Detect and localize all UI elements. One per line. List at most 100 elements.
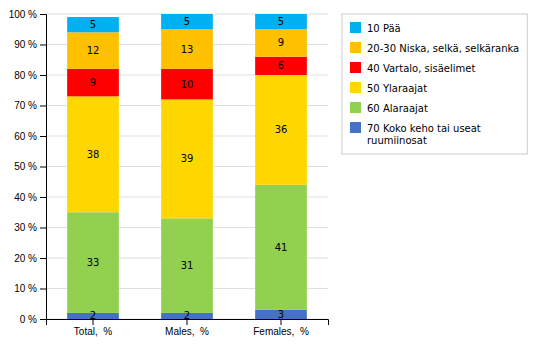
- legend-swatch: [350, 62, 361, 73]
- series: [67, 14, 307, 32]
- plot: 2233331413839369106121395550 %10 %20 %30…: [9, 9, 329, 337]
- tick-label: 0 %: [20, 314, 37, 325]
- bar: [255, 14, 307, 29]
- bar: [67, 96, 119, 212]
- bar: [67, 17, 119, 32]
- data-label: 10: [181, 79, 194, 90]
- bars: [67, 14, 307, 319]
- legend-label: 70 Koko keho tai useatruumiinosat: [367, 122, 481, 145]
- tick-label: 30 %: [14, 222, 37, 233]
- data-label: 6: [278, 60, 284, 71]
- legend: 10 Pää 20-30 Niska, selkä, selkäranka 40 V…: [342, 14, 527, 154]
- tick: 0 %: [20, 314, 46, 325]
- legend-swatch: [350, 102, 361, 113]
- bar: [255, 29, 307, 56]
- tick-label: 10 %: [14, 283, 37, 294]
- legend-label: 10 Pää: [367, 22, 401, 33]
- legend-item: 10 Pää: [350, 22, 401, 33]
- bar: [161, 218, 213, 313]
- tick-mark: [40, 228, 46, 229]
- data-label: 5: [90, 19, 96, 30]
- tick-label: Males, %: [165, 326, 209, 337]
- x-axis: Total, % Males, % Females, %: [47, 319, 329, 337]
- legend-item: 40 Vartalo, sisäelimet: [350, 62, 475, 73]
- bar: [161, 14, 213, 29]
- tick: 90 %: [14, 39, 46, 50]
- tick-mark: [93, 319, 94, 325]
- bar: [161, 69, 213, 100]
- y-axis: 0 % 10 % 20 % 30 % 40 % 50 % 60 % 70 % 80 % 90 % 1…: [9, 9, 47, 325]
- legend-label: 60 Alaraajat: [367, 102, 428, 113]
- bar: [161, 29, 213, 69]
- tick-mark: [40, 289, 46, 290]
- tick: 50 %: [14, 161, 46, 172]
- legend-swatch: [350, 122, 361, 133]
- tick-mark: [40, 75, 46, 76]
- tick-mark: [281, 319, 282, 325]
- legend-frame: [342, 14, 527, 154]
- legend-swatch: [350, 82, 361, 93]
- bar: [255, 57, 307, 75]
- legend-label: 20-30 Niska, selkä, selkäranka: [367, 42, 519, 53]
- data-labels: 223333141383936910612139555: [87, 16, 288, 321]
- tick: Total, %: [74, 319, 112, 337]
- data-label: 31: [181, 260, 194, 271]
- tick-label: 50 %: [14, 161, 37, 172]
- legend-label: 50 Ylaraajat: [367, 82, 427, 93]
- tick-label: 20 %: [14, 253, 37, 264]
- tick: 20 %: [14, 253, 46, 264]
- tick-mark: [40, 167, 46, 168]
- legend-swatch: [350, 22, 361, 33]
- bar: [255, 310, 307, 319]
- tick-mark: [40, 136, 46, 137]
- data-label: 9: [90, 77, 96, 88]
- axis-line: [40, 15, 47, 320]
- bar: [255, 185, 307, 310]
- tick-label: 100 %: [9, 9, 37, 20]
- grid: [46, 14, 328, 319]
- tick-label: Total, %: [74, 326, 112, 337]
- data-label: 9: [278, 37, 284, 48]
- legend-item: 20-30 Niska, selkä, selkäranka: [350, 42, 519, 53]
- legend-swatch: [350, 42, 361, 53]
- tick-mark: [40, 197, 46, 198]
- tick-mark: [40, 258, 46, 259]
- data-label: 33: [87, 257, 100, 268]
- tick-mark: [40, 45, 46, 46]
- data-label: 41: [275, 242, 288, 253]
- tick-label: 90 %: [14, 39, 37, 50]
- tick: 100 %: [9, 9, 46, 20]
- tick-label: 80 %: [14, 70, 37, 81]
- bar: [255, 75, 307, 185]
- tick: Males, %: [165, 319, 209, 337]
- data-label: 13: [181, 44, 194, 55]
- legend-label: 40 Vartalo, sisäelimet: [367, 62, 475, 73]
- tick-mark: [40, 106, 46, 107]
- legend-item: 60 Alaraajat: [350, 102, 428, 113]
- bar: [67, 32, 119, 69]
- tick-mark: [187, 319, 188, 325]
- data-label: 36: [275, 124, 288, 135]
- tick: 70 %: [14, 100, 46, 111]
- chart: 2233331413839369106121395550 %10 %20 %30…: [0, 0, 533, 349]
- tick-label: 70 %: [14, 100, 37, 111]
- tick: 10 %: [14, 283, 46, 294]
- tick-mark: [40, 319, 46, 320]
- legend-item: 50 Ylaraajat: [350, 82, 427, 93]
- data-label: 5: [278, 16, 284, 27]
- data-label: 38: [87, 149, 100, 160]
- bar: [67, 69, 119, 96]
- tick-label: Females, %: [253, 326, 309, 337]
- series: [67, 29, 307, 69]
- tick-label: 60 %: [14, 131, 37, 142]
- data-label: 3: [278, 309, 284, 320]
- bar: [161, 99, 213, 218]
- tick: 30 %: [14, 222, 46, 233]
- axis-line: [47, 320, 329, 326]
- data-label: 12: [87, 45, 100, 56]
- tick-label: 40 %: [14, 192, 37, 203]
- tick: 80 %: [14, 70, 46, 81]
- bar: [67, 212, 119, 313]
- legend-item: 70 Koko keho tai useatruumiinosat: [350, 122, 481, 145]
- tick-mark: [40, 14, 46, 15]
